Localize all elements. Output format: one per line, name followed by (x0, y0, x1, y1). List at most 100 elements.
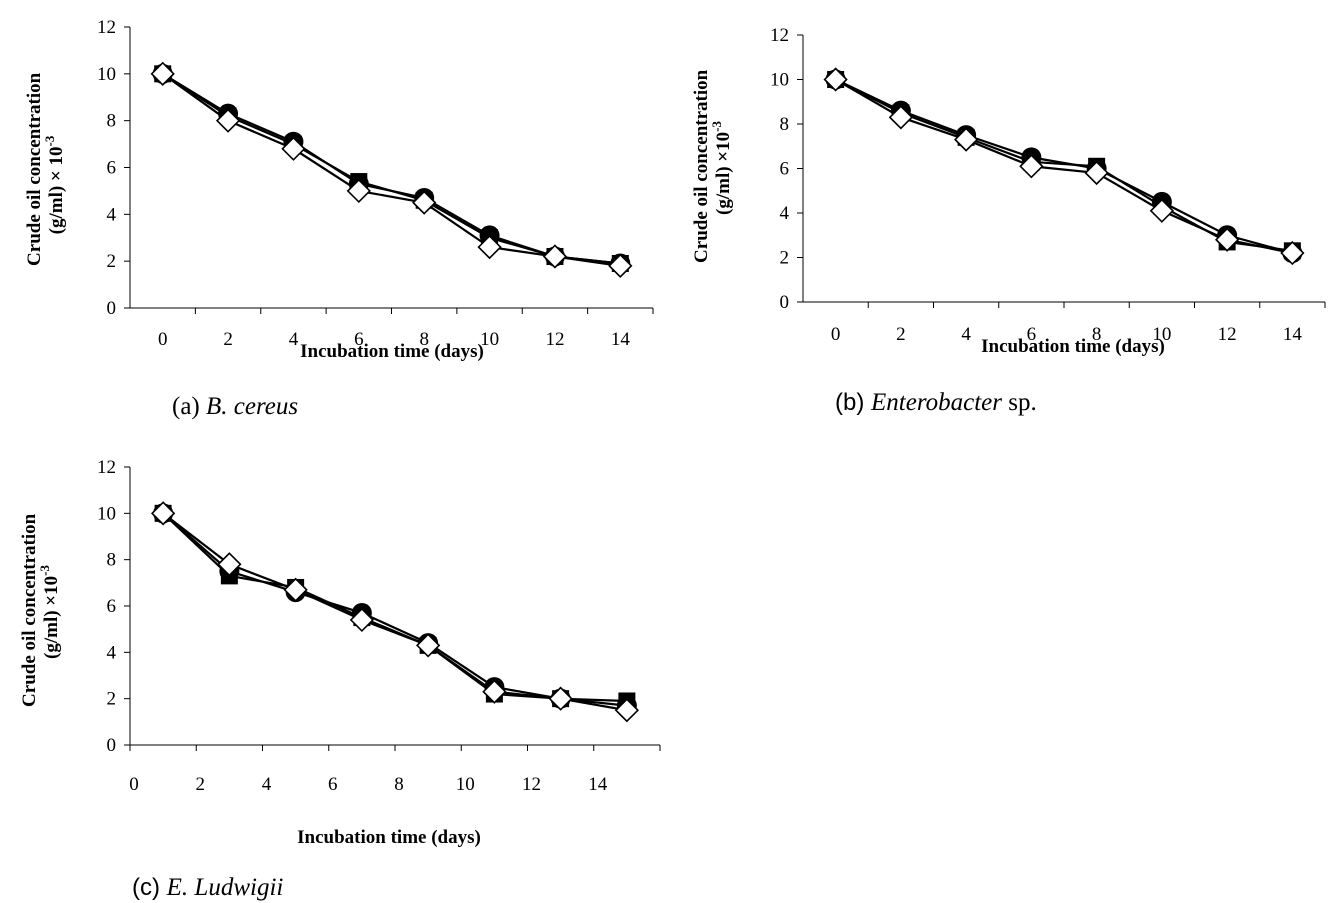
caption-prefix: (c) (132, 874, 167, 901)
caption-suffix: sp. (1002, 389, 1037, 416)
series-layer (150, 61, 633, 278)
y-tick-labels: 0 2 4 6 8 10 12 (770, 25, 803, 313)
x-tick-labels: 0 2 4 6 8 10 12 14 (129, 745, 661, 795)
data-point-diamond (412, 190, 437, 215)
data-point-diamond (217, 552, 242, 577)
y-axis-label-line2: (g/ml) × 10 (46, 146, 67, 234)
y-axis-label-line1: Crude oil concentration (19, 513, 40, 707)
x-tick-label: 6 (354, 329, 364, 350)
x-tick-label: 0 (831, 324, 841, 345)
data-point-diamond (482, 679, 507, 704)
data-point-diamond (346, 178, 371, 204)
caption-prefix: (a) (172, 393, 206, 420)
y-tick-label: 4 (780, 203, 790, 224)
data-point-diamond (1084, 160, 1109, 186)
series-line-square (162, 512, 627, 703)
data-point-diamond (953, 127, 979, 152)
data-point-diamond (823, 67, 848, 92)
series-line-square (162, 72, 621, 265)
data-point-diamond (548, 686, 573, 711)
y-axis-label-line1: Crude oil concentration (691, 69, 712, 263)
y-tick-label: 8 (107, 111, 117, 132)
data-point-diamond (1280, 240, 1305, 266)
y-axis-label-exponent: -3 (42, 135, 57, 146)
series-line-diamond (162, 72, 621, 267)
y-axis-label-line2: (g/ml) ×10 (41, 576, 62, 659)
x-tick-label: 8 (419, 329, 429, 350)
y-tick-label: 12 (97, 17, 116, 38)
x-tick-label: 12 (1218, 324, 1237, 345)
series-layer (823, 67, 1305, 266)
data-point-diamond (608, 253, 633, 278)
x-tick-labels: 0 2 4 6 8 10 12 14 (831, 302, 1326, 345)
data-point-diamond (281, 136, 306, 161)
x-axis-label: Incubation time (days) (300, 341, 484, 362)
caption-name: Enterobacter (870, 389, 1002, 416)
data-point-diamond (349, 607, 375, 633)
y-tick-label: 4 (107, 204, 117, 225)
x-tick-label: 10 (456, 774, 475, 795)
caption-name: B. cereus (206, 393, 298, 420)
y-tick-label: 0 (107, 735, 117, 756)
series-line-circle (162, 72, 621, 265)
x-tick-label: 10 (480, 329, 499, 350)
y-tick-label: 2 (107, 689, 117, 710)
chart-panel-c: 0 2 4 6 8 10 12 0 2 4 6 8 10 12 14 Incubation time (d… (19, 457, 661, 901)
y-tick-labels: 0 2 4 6 8 10 12 (97, 457, 130, 756)
series-line-diamond (835, 78, 1293, 255)
data-point-diamond (283, 577, 308, 602)
chart-panel-b: 0 2 4 6 8 10 12 0 2 4 6 8 10 12 14 Incubation time (d… (691, 25, 1326, 416)
series-line-circle (835, 78, 1293, 255)
x-tick-label: 6 (1027, 324, 1037, 345)
data-point-diamond (215, 108, 241, 133)
chart-caption: (a) B. cereus (172, 393, 298, 420)
data-point-diamond (150, 61, 175, 86)
data-point-diamond (1214, 227, 1240, 252)
y-tick-label: 10 (97, 64, 116, 85)
data-point-diamond (477, 234, 502, 260)
y-tick-labels: 0 2 4 6 8 10 12 (97, 17, 130, 319)
series-layer (150, 501, 640, 723)
y-tick-label: 2 (107, 251, 117, 272)
chart-caption: (c) E. Ludwigii (132, 874, 283, 901)
y-tick-label: 12 (770, 25, 789, 46)
x-tick-label: 0 (158, 329, 168, 350)
y-tick-label: 10 (770, 70, 789, 91)
x-tick-label: 14 (1283, 324, 1303, 345)
caption-prefix: (b) (835, 389, 871, 416)
x-tick-label: 10 (1152, 324, 1171, 345)
series-line-diamond (162, 512, 628, 712)
x-tick-label: 2 (196, 774, 206, 795)
y-tick-label: 8 (780, 114, 790, 135)
chart-panel-a: 0 2 4 6 8 10 12 0 2 4 6 8 10 12 14 Incubation time (d… (24, 17, 654, 420)
data-point-diamond (150, 501, 176, 526)
x-tick-label: 4 (289, 329, 299, 350)
x-axis-label: Incubation time (days) (981, 336, 1165, 357)
x-tick-labels: 0 2 4 6 8 10 12 14 (158, 308, 654, 350)
y-tick-label: 6 (107, 158, 117, 179)
data-point-diamond (1019, 154, 1044, 179)
x-tick-label: 0 (129, 774, 139, 795)
data-point-diamond (614, 698, 640, 723)
y-axis-label-line1: Crude oil concentration (24, 72, 45, 266)
x-tick-label: 12 (545, 329, 564, 350)
y-tick-label: 4 (107, 642, 117, 663)
x-tick-label: 8 (394, 774, 404, 795)
x-tick-label: 2 (896, 324, 906, 345)
y-tick-label: 6 (780, 159, 790, 180)
x-tick-label: 14 (588, 774, 608, 795)
data-point-diamond (415, 633, 441, 658)
x-tick-label: 14 (611, 329, 631, 350)
data-point-diamond (542, 244, 568, 269)
y-axis-label-exponent: -3 (37, 565, 52, 576)
x-tick-label: 4 (262, 774, 272, 795)
chart-caption: (b) Enterobacter sp. (835, 389, 1037, 416)
x-tick-label: 4 (961, 324, 971, 345)
data-point-diamond (888, 105, 914, 130)
y-axis-label: Crude oil concentration (g/ml) × 10-3 (24, 68, 67, 266)
y-axis-label: Crude oil concentration (g/ml) ×10-3 (691, 65, 734, 263)
y-tick-label: 0 (107, 298, 117, 319)
y-tick-label: 0 (780, 292, 790, 313)
x-tick-label: 8 (1092, 324, 1102, 345)
